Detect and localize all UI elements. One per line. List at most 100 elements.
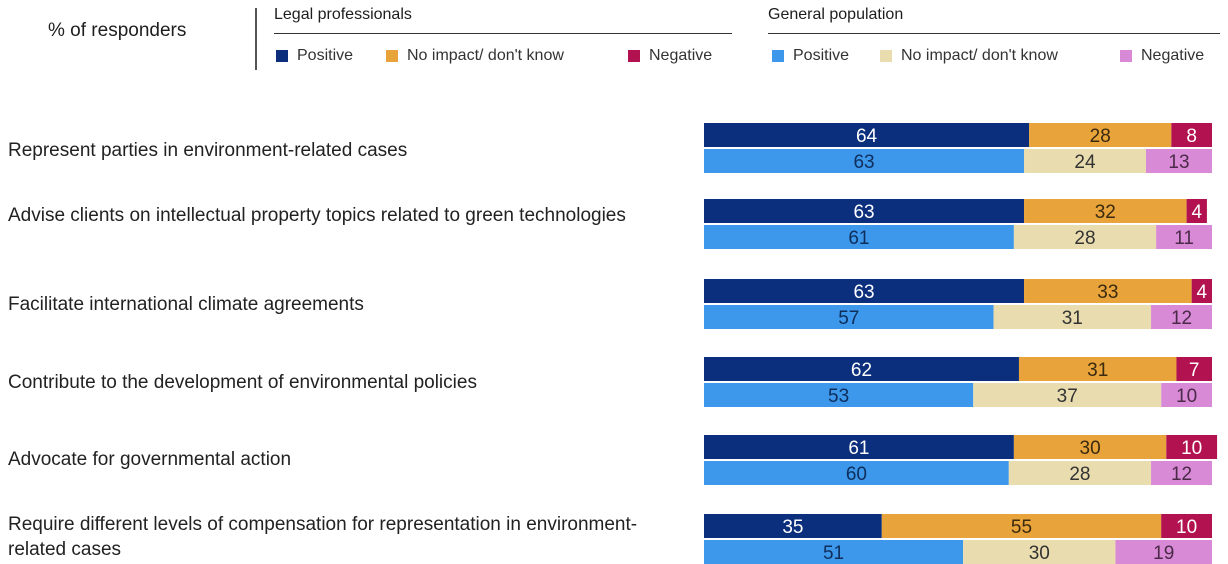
legend-swatch — [880, 50, 892, 62]
bar-value-label: 30 — [1029, 543, 1050, 564]
bar-segment — [963, 540, 1116, 564]
bar-value-label: 28 — [1069, 464, 1090, 485]
bar-value-label: 8 — [1186, 126, 1197, 147]
bar-value-label: 62 — [851, 360, 872, 381]
bar-segment — [1018, 357, 1177, 381]
bar-value-label: 32 — [1095, 202, 1116, 223]
legend-item-general-negative: Negative — [1120, 46, 1204, 66]
bar-segment — [1186, 199, 1207, 223]
legend-label: Positive — [793, 47, 850, 64]
bar-segment — [1008, 461, 1152, 485]
legend-swatch — [1120, 50, 1132, 62]
bar-value-label: 10 — [1176, 517, 1197, 538]
bar-value-label: 33 — [1097, 282, 1118, 303]
bar-segment — [1145, 149, 1212, 173]
legend-swatch — [386, 50, 398, 62]
bar-segment — [704, 540, 964, 564]
bar-value-label: 12 — [1171, 464, 1192, 485]
bar-value-label: 55 — [1011, 517, 1032, 538]
legend-group-rule-general — [768, 33, 1220, 34]
bar-segment — [1151, 305, 1212, 329]
bar-value-label: 24 — [1074, 152, 1096, 173]
bar-value-label: 7 — [1189, 360, 1200, 381]
bar-segment — [1115, 540, 1212, 564]
category-label: Require different levels of compensation… — [8, 514, 638, 560]
bar-segment — [1176, 357, 1212, 381]
bar-value-label: 61 — [848, 438, 869, 459]
bar-segment — [1161, 514, 1212, 538]
legend-label: Negative — [649, 47, 713, 64]
bar-segment — [1171, 123, 1212, 147]
bar-segment — [1013, 435, 1167, 459]
legend-group-title-general: General population — [768, 6, 904, 23]
legend-group-title-legal: Legal professionals — [274, 6, 412, 23]
bar-segment — [1024, 279, 1192, 303]
bar-segment — [704, 514, 882, 538]
bar-segment — [704, 149, 1025, 173]
bar-segment — [993, 305, 1152, 329]
bar-value-label: 37 — [1057, 386, 1078, 407]
bar-value-label: 28 — [1090, 126, 1111, 147]
legend-label: Negative — [1141, 47, 1205, 64]
bar-value-label: 11 — [1174, 228, 1194, 249]
bar-value-label: 19 — [1153, 543, 1174, 564]
bar-value-label: 13 — [1168, 152, 1189, 173]
bar-value-label: 30 — [1080, 438, 1101, 459]
legend-item-legal-no-impact: No impact/ don't know — [386, 46, 564, 66]
legend-label: Positive — [297, 47, 354, 64]
bar-segment — [881, 514, 1162, 538]
legend-item-legal-negative: Negative — [628, 46, 712, 66]
bar-segment — [704, 357, 1019, 381]
bar-segment — [704, 123, 1030, 147]
legend-swatch — [276, 50, 288, 62]
legend-label: No impact/ don't know — [901, 47, 1058, 64]
bar-value-label: 31 — [1062, 308, 1083, 329]
bar-value-label: 10 — [1176, 386, 1197, 407]
bar-value-label: 10 — [1181, 438, 1202, 459]
legend-label: No impact/ don't know — [407, 47, 564, 64]
bar-segment — [1029, 123, 1172, 147]
legend-group-rule-legal — [274, 33, 732, 34]
bar-segment — [1161, 383, 1212, 407]
bar-segment — [1156, 225, 1212, 249]
bar-segment — [704, 383, 974, 407]
bar-value-label: 60 — [846, 464, 867, 485]
bar-segment — [704, 279, 1025, 303]
bar-segment — [704, 199, 1025, 223]
bar-value-label: 63 — [853, 282, 874, 303]
legend-item-general-no-impact: No impact/ don't know — [880, 46, 1058, 66]
category-label: Represent parties in environment-related… — [8, 140, 408, 161]
bar-value-label: 51 — [823, 543, 844, 564]
bar-segment — [704, 435, 1014, 459]
bar-value-label: 31 — [1087, 360, 1108, 381]
category-label: Contribute to the development of environ… — [8, 372, 477, 393]
bar-segment — [704, 225, 1014, 249]
category-label: Facilitate international climate agreeme… — [8, 294, 364, 315]
bar-segment — [1024, 149, 1146, 173]
bar-segment — [1191, 279, 1212, 303]
category-label: Advise clients on intellectual property … — [8, 205, 626, 226]
legend-item-legal-positive: Positive — [276, 46, 353, 66]
bar-segment — [1013, 225, 1157, 249]
bar-value-label: 63 — [853, 202, 874, 223]
bar-segment — [704, 305, 994, 329]
bar-segment — [1166, 435, 1218, 459]
bar-segment — [704, 461, 1009, 485]
legend-swatch — [772, 50, 784, 62]
bar-value-label: 12 — [1171, 308, 1192, 329]
legend-swatch — [628, 50, 640, 62]
bar-value-label: 4 — [1197, 282, 1208, 303]
header-divider — [255, 8, 257, 70]
bar-value-label: 35 — [782, 517, 803, 538]
bar-segment — [1024, 199, 1187, 223]
legend-item-general-positive: Positive — [772, 46, 849, 66]
bar-value-label: 63 — [853, 152, 874, 173]
bar-value-label: 64 — [856, 126, 878, 147]
bar-segment — [1151, 461, 1212, 485]
responders-label: % of responders — [48, 20, 187, 41]
bar-value-label: 61 — [848, 228, 869, 249]
bar-value-label: 57 — [838, 308, 859, 329]
bar-value-label: 53 — [828, 386, 849, 407]
